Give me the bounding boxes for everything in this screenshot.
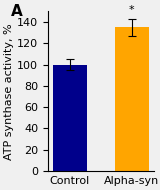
Text: A: A — [11, 3, 22, 18]
Bar — [53, 65, 87, 171]
Bar — [115, 27, 149, 171]
Y-axis label: ATP synthase activity, %: ATP synthase activity, % — [4, 23, 14, 160]
Text: *: * — [129, 5, 135, 15]
